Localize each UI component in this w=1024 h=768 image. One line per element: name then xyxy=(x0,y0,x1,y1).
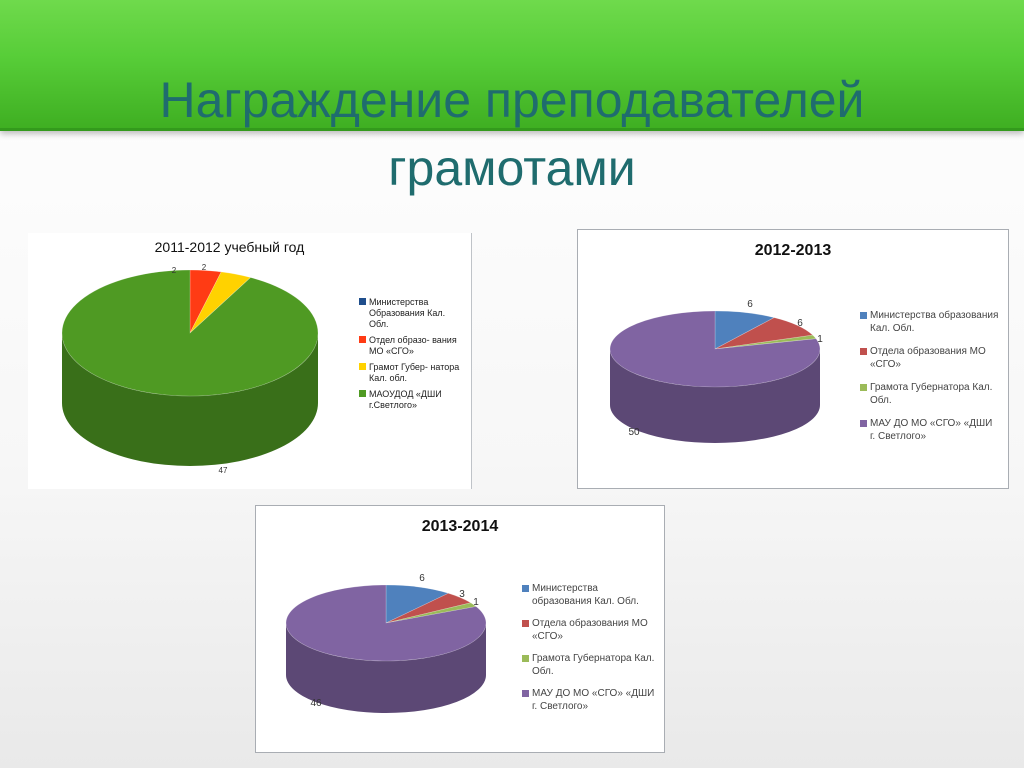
legend-label: Министерства образования Кал. Обл. xyxy=(870,310,999,334)
header-band xyxy=(0,0,1024,131)
legend-label: МАУ ДО МО «СГО» «ДШИ г. Светлого» xyxy=(532,688,655,712)
legend-item: Отдела образования МО «СГО» xyxy=(522,617,660,643)
pie-sides xyxy=(610,349,820,443)
legend-swatch xyxy=(522,585,529,592)
pie-tops xyxy=(609,310,821,388)
legend-label: Грамота Губернатора Кал. Обл. xyxy=(870,382,993,406)
pie-slice xyxy=(189,271,252,334)
legend-item: Грамота Губернатора Кал. Обл. xyxy=(522,652,660,678)
legend-label: МАОУДОД «ДШИ г.Светлого» xyxy=(369,389,442,410)
pie-data-label: 2 xyxy=(172,266,177,275)
legend-swatch xyxy=(522,690,529,697)
legend-item: МАУ ДО МО «СГО» «ДШИ г. Светлого» xyxy=(860,417,1000,443)
pie-data-labels: 6 31 46 xyxy=(310,573,479,709)
legend-item: МАОУДОД «ДШИ г.Светлого» xyxy=(359,389,467,411)
legend-swatch xyxy=(359,336,366,343)
legend-swatch xyxy=(860,384,867,391)
pie-slice xyxy=(61,269,319,397)
legend-item: Отдела образования МО «СГО» xyxy=(860,345,1000,371)
legend-label: Отдела образования МО «СГО» xyxy=(870,346,986,370)
legend-label: Отдел образо- вания МО «СГО» xyxy=(369,335,457,356)
pie-slice-side xyxy=(610,349,820,443)
legend-item: Отдел образо- вания МО «СГО» xyxy=(359,335,467,357)
chart-legend: Министерства образования Кал. Обл. Отдел… xyxy=(522,582,660,722)
pie-data-label: 46 xyxy=(310,698,322,709)
pie-data-label: 6 xyxy=(419,573,425,584)
chart-title: 2013-2014 xyxy=(421,518,499,535)
pie-data-label: 6 xyxy=(797,318,803,329)
chart-legend: Министерства образования Кал. Обл. Отдел… xyxy=(860,309,1000,453)
legend-label: Грамот Губер- натора Кал. обл. xyxy=(369,362,460,383)
legend-swatch xyxy=(359,390,366,397)
pie-slice xyxy=(385,602,477,624)
pie-slice xyxy=(714,317,814,350)
pie-slice xyxy=(385,584,450,624)
legend-swatch xyxy=(860,312,867,319)
legend-item: МАУ ДО МО «СГО» «ДШИ г. Светлого» xyxy=(522,687,660,713)
pie-slice-side xyxy=(286,623,486,713)
slide-title: Награждение преподавателей грамотами xyxy=(0,66,1024,202)
pie-data-label: 6 xyxy=(747,299,753,310)
chart-panel-2012-2013: 6 6 1 50 2012-2013 Министерства образования… xyxy=(577,229,1009,489)
chart-panel-2011-2012: 2 2 47 2011-2012 учебный год Министерства … xyxy=(28,233,472,489)
pie-slice xyxy=(189,269,222,334)
legend-label: Министерства Образования Кал. Обл. xyxy=(369,297,446,329)
slide-title-line-2: грамотами xyxy=(388,140,636,196)
pie-data-labels: 6 6 1 50 xyxy=(628,299,823,438)
pie-chart-2013-2014: 6 31 46 xyxy=(285,573,487,713)
pie-chart-2011-2012: 2 2 47 xyxy=(61,263,319,475)
legend-item: Грамот Губер- натора Кал. обл. xyxy=(359,362,467,384)
pie-data-label: 2 xyxy=(202,263,207,272)
pie-slice xyxy=(609,310,821,388)
chart-title: 2012-2013 xyxy=(754,242,832,259)
pie-slice xyxy=(285,584,487,662)
pie-data-label: 50 xyxy=(628,427,640,438)
pie-slice xyxy=(714,334,817,350)
legend-swatch xyxy=(359,363,366,370)
legend-label: МАУ ДО МО «СГО» «ДШИ г. Светлого» xyxy=(870,418,993,442)
chart-title: 2011-2012 учебный год xyxy=(154,239,305,255)
pie-sides xyxy=(286,623,486,713)
pie-slice xyxy=(714,310,775,350)
pie-slice-side xyxy=(62,333,318,466)
legend-swatch xyxy=(860,348,867,355)
legend-swatch xyxy=(522,620,529,627)
pie-sides xyxy=(62,333,318,466)
pie-tops xyxy=(61,269,319,397)
pie-data-labels: 2 2 47 xyxy=(172,263,228,475)
pie-tops xyxy=(285,584,487,662)
pie-data-label: 47 xyxy=(219,466,228,475)
legend-swatch xyxy=(359,298,366,305)
legend-item: Грамота Губернатора Кал. Обл. xyxy=(860,381,1000,407)
chart-panel-2013-2014: 6 3 1 46 2013-2014 Министерства образования… xyxy=(255,505,665,753)
legend-swatch xyxy=(860,420,867,427)
legend-label: Грамота Губернатора Кал. Обл. xyxy=(532,653,655,677)
legend-item: Министерства образования Кал. Обл. xyxy=(860,309,1000,335)
legend-item: Министерства образования Кал. Обл. xyxy=(522,582,660,608)
slide-title-line-1: Награждение преподавателей xyxy=(159,72,865,128)
pie-data-label: 1 xyxy=(817,334,823,345)
pie-slice xyxy=(385,592,472,624)
legend-label: Отдела образования МО «СГО» xyxy=(532,618,648,642)
legend-item: Министерства Образования Кал. Обл. xyxy=(359,297,467,330)
pie-chart-2012-2013: 6 6 1 50 xyxy=(609,299,823,443)
legend-swatch xyxy=(522,655,529,662)
legend-label: Министерства образования Кал. Обл. xyxy=(532,583,639,607)
pie-data-label: 1 xyxy=(473,597,479,608)
chart-legend: Министерства Образования Кал. Обл. Отдел… xyxy=(359,297,467,416)
pie-data-label: 3 xyxy=(459,589,465,600)
